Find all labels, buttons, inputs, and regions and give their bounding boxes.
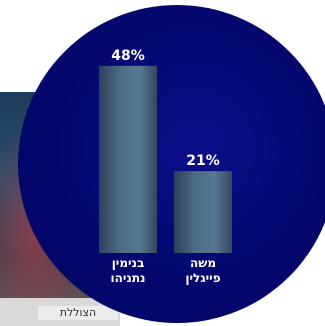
chart-disc-background — [18, 5, 325, 323]
category-label-0-line-1: נתניהו — [111, 271, 146, 285]
category-label-1-line-1: פייגלין — [185, 271, 220, 285]
category-label-1-line-0: משה — [190, 256, 216, 270]
bar-0 — [99, 65, 157, 253]
bar-value-label-0: 48% — [111, 48, 145, 64]
ticker-caption: הצוללת — [38, 306, 118, 320]
category-label-0-line-0: בנימין — [112, 256, 145, 270]
bar-value-label-1: 21% — [186, 153, 220, 169]
bar-1 — [174, 171, 232, 253]
